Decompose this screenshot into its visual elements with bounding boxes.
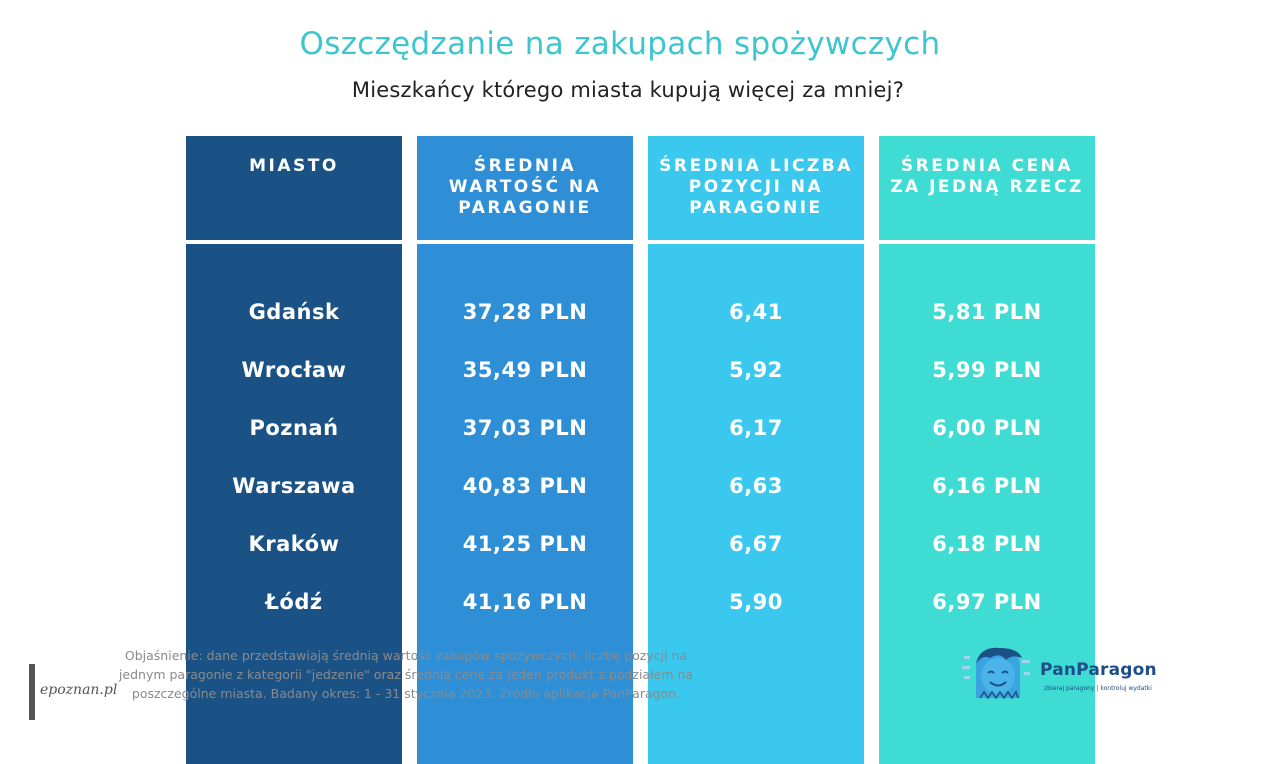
city-cell: Wrocław	[241, 358, 347, 382]
logo-tagline: zbieraj paragony | kontroluj wydatki	[1044, 685, 1152, 692]
column-header-line: ZA JEDNĄ RZECZ	[890, 177, 1084, 197]
column-header: ŚREDNIA CENA ZA JEDNĄ RZECZ	[879, 136, 1095, 240]
column-header: ŚREDNIA LICZBA POZYCJI NA PARAGONIE	[648, 136, 864, 240]
value-cell: 5,92	[729, 358, 783, 382]
value-cell: 35,49 PLN	[462, 358, 588, 382]
value-cell: 5,99 PLN	[932, 358, 1042, 382]
column-header-line: PARAGONIE	[458, 198, 592, 218]
chart-subtitle: Mieszkańcy którego miasta kupują więcej …	[351, 78, 905, 102]
city-cell: Łódź	[265, 590, 323, 614]
footnote-line: Objaśnienie: dane przedstawiają średnią …	[124, 648, 688, 663]
value-cell: 6,63	[729, 474, 783, 498]
value-cell: 6,41	[729, 300, 783, 324]
value-cell: 6,00 PLN	[932, 416, 1042, 440]
value-cell: 6,17	[729, 416, 783, 440]
value-cell: 6,18 PLN	[932, 532, 1042, 556]
value-cell: 5,90	[729, 590, 783, 614]
logo-name: PanParagon	[1040, 660, 1157, 680]
city-cell: Kraków	[248, 532, 340, 556]
city-cell: Warszawa	[232, 474, 356, 498]
column-header-line: PARAGONIE	[689, 198, 823, 218]
column-header: ŚREDNIA WARTOŚĆ NA PARAGONIE	[417, 136, 633, 240]
value-cell: 5,81 PLN	[932, 300, 1042, 324]
watermark: epoznan.pl	[40, 682, 118, 698]
column-header-line: POZYCJI NA	[688, 177, 824, 197]
chart-title: Oszczędzanie na zakupach spożywczych	[299, 26, 941, 62]
city-cell: Gdańsk	[248, 300, 340, 324]
panparagon-logo: PanParagon zbieraj paragony | kontroluj …	[960, 642, 1160, 702]
column-header: MIASTO	[186, 136, 402, 240]
value-cell: 37,28 PLN	[462, 300, 588, 324]
value-cell: 6,67	[729, 532, 783, 556]
column-header-line: ŚREDNIA	[473, 156, 577, 176]
value-cell: 6,16 PLN	[932, 474, 1042, 498]
column-header-line: WARTOŚĆ NA	[448, 177, 602, 197]
panparagon-mascot-icon	[962, 647, 1030, 700]
column-header-line: ŚREDNIA CENA	[900, 156, 1074, 176]
column-body: 6,41 5,92 6,17 6,63 6,67 5,90	[648, 244, 864, 764]
value-cell: 41,25 PLN	[462, 532, 588, 556]
value-cell: 37,03 PLN	[462, 416, 588, 440]
column-body: Gdańsk Wrocław Poznań Warszawa Kraków Łódź	[186, 244, 402, 764]
watermark-bar	[29, 664, 35, 720]
footnote: Objaśnienie: dane przedstawiają średnią …	[50, 646, 762, 703]
value-cell: 41,16 PLN	[462, 590, 588, 614]
footnote-line: poszczególne miasta. Badany okres: 1 - 3…	[131, 686, 681, 701]
column-header-line: MIASTO	[249, 156, 339, 176]
city-cell: Poznań	[249, 416, 339, 440]
value-cell: 40,83 PLN	[462, 474, 588, 498]
value-cell: 6,97 PLN	[932, 590, 1042, 614]
column-header-line: ŚREDNIA LICZBA	[659, 156, 853, 176]
column-body: 37,28 PLN 35,49 PLN 37,03 PLN 40,83 PLN 41,2…	[417, 244, 633, 764]
footnote-line: jednym paragonie z kategorii "jedzenie" …	[118, 667, 694, 682]
